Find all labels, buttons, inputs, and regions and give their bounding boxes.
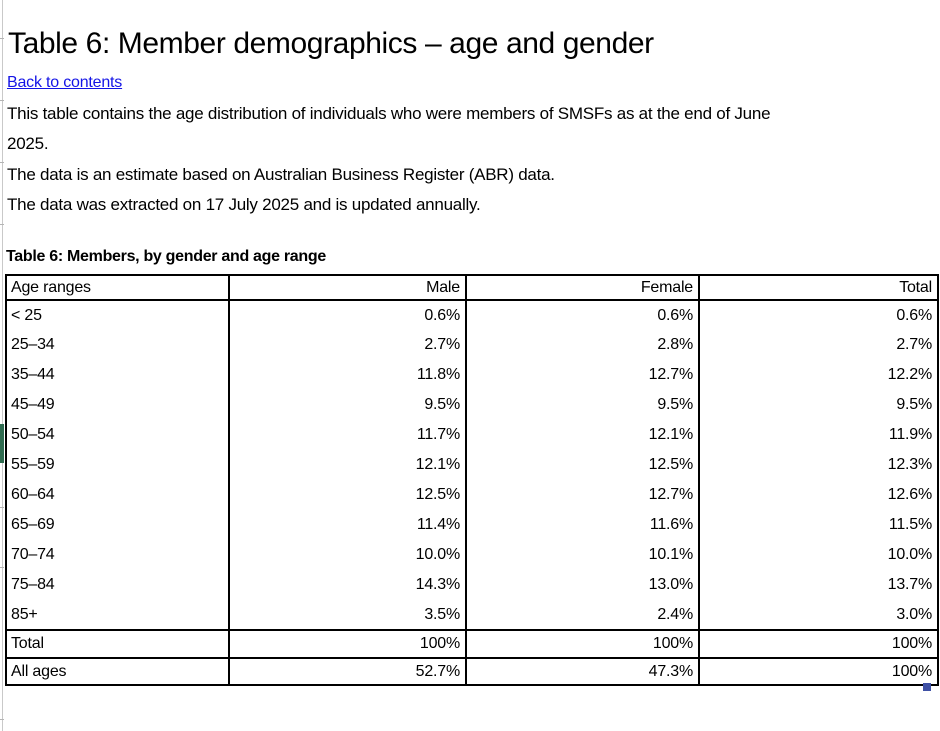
row-boundary-tick [0,100,4,101]
cell-female[interactable]: 11.6% [465,510,700,540]
cell-male[interactable]: 10.0% [228,540,467,570]
table-total-row: Total 100% 100% 100% [5,629,939,659]
table-row: 60–64 12.5% 12.7% 12.6% [5,480,939,510]
cell-total-female[interactable]: 100% [465,629,700,659]
table-row: 25–34 2.7% 2.8% 2.7% [5,330,939,360]
table-header-row: Age ranges Male Female Total [5,274,939,301]
cell-total[interactable]: 3.0% [698,600,939,630]
cell-male[interactable]: 14.3% [228,570,467,600]
row-boundary-tick [0,224,4,225]
table-all-ages-row: All ages 52.7% 47.3% 100% [5,658,939,686]
header-cell-age-ranges[interactable]: Age ranges [5,274,230,301]
cell-age-range[interactable]: 85+ [5,600,230,630]
table-row: 65–69 11.4% 11.6% 11.5% [5,510,939,540]
intro-text-line1: This table contains the age distribution… [7,104,771,123]
table-row: 50–54 11.7% 12.1% 11.9% [5,420,939,450]
cell-male[interactable]: 2.7% [228,330,467,360]
cell-age-range[interactable]: 50–54 [5,420,230,450]
cell-age-range[interactable]: 70–74 [5,540,230,570]
cell-age-range[interactable]: 55–59 [5,450,230,480]
cell-age-range[interactable]: 45–49 [5,390,230,420]
cell-female[interactable]: 12.7% [465,360,700,390]
fill-handle[interactable] [923,683,931,691]
extraction-note-text: The data was extracted on 17 July 2025 a… [7,195,481,214]
back-to-contents-link[interactable]: Back to contents [7,74,123,91]
cell-all-ages-label[interactable]: All ages [5,658,230,686]
table-row: 45–49 9.5% 9.5% 9.5% [5,390,939,420]
cell-total-label[interactable]: Total [5,629,230,659]
table-row: 55–59 12.1% 12.5% 12.3% [5,450,939,480]
row-boundary-tick [0,162,4,163]
header-cell-female[interactable]: Female [465,274,700,301]
table-caption: Table 6: Members, by gender and age rang… [6,248,326,265]
cell-total[interactable]: 12.2% [698,360,939,390]
cell-age-range[interactable]: 60–64 [5,480,230,510]
cell-female[interactable]: 0.6% [465,300,700,330]
cell-female[interactable]: 13.0% [465,570,700,600]
page-title: Table 6: Member demographics – age and g… [8,27,654,60]
cell-female[interactable]: 2.4% [465,600,700,630]
cell-female[interactable]: 10.1% [465,540,700,570]
cell-total-total[interactable]: 100% [698,629,939,659]
cell-male[interactable]: 11.8% [228,360,467,390]
table-row: < 25 0.6% 0.6% 0.6% [5,300,939,330]
cell-male[interactable]: 11.7% [228,420,467,450]
cell-female[interactable]: 12.7% [465,480,700,510]
cell-age-range[interactable]: 25–34 [5,330,230,360]
cell-male[interactable]: 12.1% [228,450,467,480]
row-boundary-tick [0,567,4,568]
cell-total[interactable]: 10.0% [698,540,939,570]
cell-male[interactable]: 11.4% [228,510,467,540]
cell-age-range[interactable]: 75–84 [5,570,230,600]
spreadsheet-left-gridline [2,0,3,731]
table-row: 75–84 14.3% 13.0% 13.7% [5,570,939,600]
intro-text-line2: 2025. [7,134,49,153]
cell-male[interactable]: 12.5% [228,480,467,510]
cell-age-range[interactable]: 35–44 [5,360,230,390]
cell-all-ages-total[interactable]: 100% [698,658,939,686]
row-boundary-tick [0,507,4,508]
cell-total[interactable]: 13.7% [698,570,939,600]
cell-age-range[interactable]: < 25 [5,300,230,330]
row-boundary-tick [0,38,4,39]
cell-male[interactable]: 9.5% [228,390,467,420]
abr-note-text: The data is an estimate based on Austral… [7,165,555,184]
cell-total[interactable]: 11.5% [698,510,939,540]
row-boundary-tick [0,719,4,720]
cell-male[interactable]: 0.6% [228,300,467,330]
cell-total-male[interactable]: 100% [228,629,467,659]
cell-total[interactable]: 11.9% [698,420,939,450]
row-selection-indicator [0,424,4,463]
demographics-table: Age ranges Male Female Total < 25 0.6% 0… [5,274,939,686]
cell-female[interactable]: 9.5% [465,390,700,420]
header-cell-total[interactable]: Total [698,274,939,301]
cell-age-range[interactable]: 65–69 [5,510,230,540]
cell-male[interactable]: 3.5% [228,600,467,630]
cell-female[interactable]: 12.5% [465,450,700,480]
cell-total[interactable]: 9.5% [698,390,939,420]
cell-total[interactable]: 2.7% [698,330,939,360]
cell-all-ages-female[interactable]: 47.3% [465,658,700,686]
cell-female[interactable]: 12.1% [465,420,700,450]
cell-total[interactable]: 0.6% [698,300,939,330]
table-row: 70–74 10.0% 10.1% 10.0% [5,540,939,570]
table-row: 85+ 3.5% 2.4% 3.0% [5,600,939,630]
cell-total[interactable]: 12.3% [698,450,939,480]
cell-all-ages-male[interactable]: 52.7% [228,658,467,686]
cell-total[interactable]: 12.6% [698,480,939,510]
cell-female[interactable]: 2.8% [465,330,700,360]
table-row: 35–44 11.8% 12.7% 12.2% [5,360,939,390]
header-cell-male[interactable]: Male [228,274,467,301]
